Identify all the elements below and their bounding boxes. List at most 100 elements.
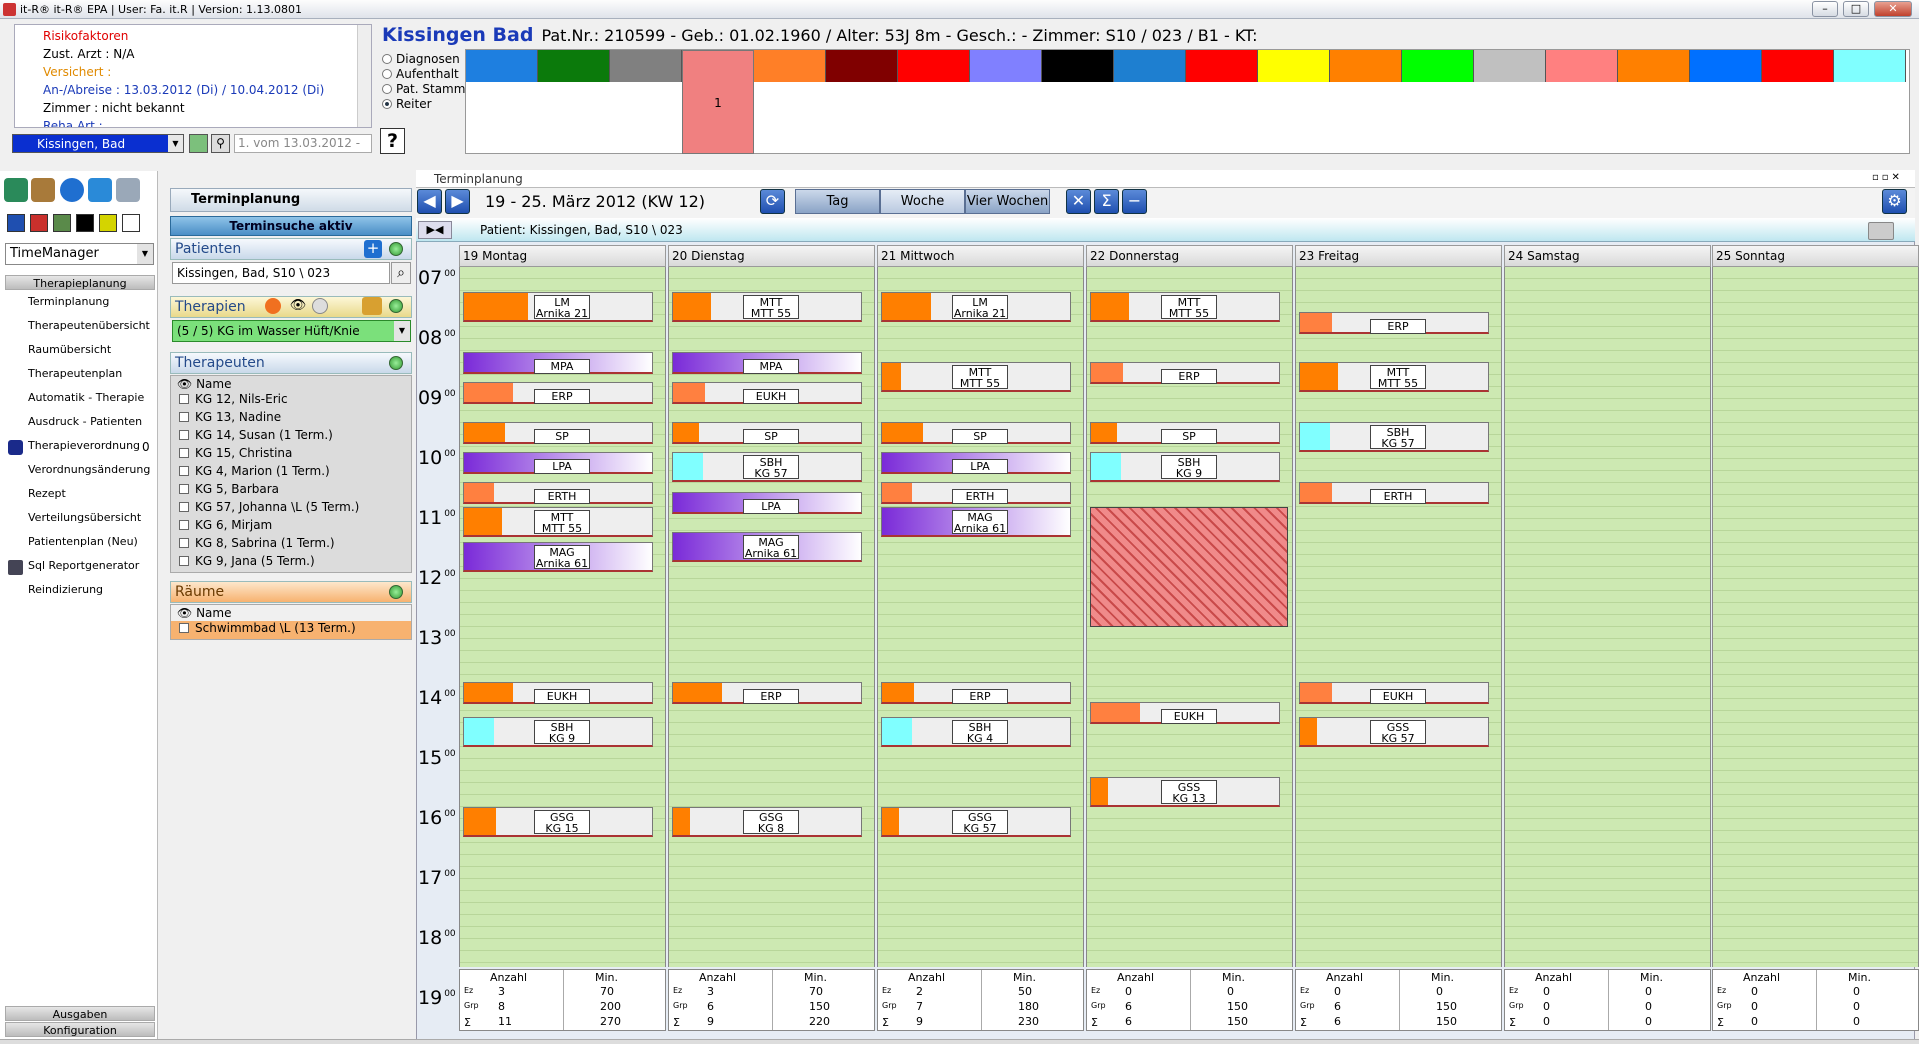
status-icon[interactable] <box>389 242 403 256</box>
chevron-down-icon[interactable]: ▼ <box>168 135 183 152</box>
color-square[interactable] <box>122 214 140 232</box>
tab-swatch[interactable] <box>1834 50 1906 82</box>
list-item[interactable]: KG 8, Sabrina (1 Term.) <box>179 536 335 550</box>
minimize-button[interactable]: – <box>1812 1 1838 17</box>
appointment[interactable]: SP <box>463 422 653 445</box>
appointment[interactable]: ERP <box>1299 311 1489 334</box>
tab-swatch[interactable] <box>1186 50 1258 82</box>
tab-swatch[interactable] <box>970 50 1042 82</box>
checkbox[interactable] <box>179 520 189 530</box>
play-icon[interactable] <box>60 178 84 202</box>
checkbox[interactable] <box>179 466 189 476</box>
day-header[interactable]: 24 Samstag <box>1504 245 1711 267</box>
tab-swatch[interactable] <box>1546 50 1618 82</box>
nav-footer-ausgaben[interactable]: Ausgaben <box>5 1006 155 1021</box>
appointment[interactable]: LM Arnika 21 <box>881 292 1071 322</box>
day-header[interactable]: 21 Mittwoch <box>877 245 1084 267</box>
exit-icon[interactable] <box>4 178 28 202</box>
nav-item[interactable]: Ausdruck - Patienten <box>28 415 143 428</box>
module-select[interactable]: TimeManager ▼ <box>5 243 154 265</box>
nav-header-therapieplanung[interactable]: Therapieplanung <box>5 275 155 290</box>
appointment[interactable]: LPA <box>672 491 862 514</box>
nav-item[interactable]: Raumübersicht <box>28 343 112 356</box>
therapists-icon[interactable] <box>362 297 382 315</box>
list-item[interactable]: KG 4, Marion (1 Term.) <box>179 464 330 478</box>
tab-swatch[interactable] <box>1618 50 1690 82</box>
appointment[interactable]: GSS KG 57 <box>1299 716 1489 747</box>
radio-diagnosen[interactable]: Diagnosen <box>382 52 460 66</box>
info-line-risk[interactable]: Risikofaktoren <box>43 29 129 43</box>
column-header-name[interactable]: 👁 Name <box>177 606 232 620</box>
status-icon[interactable] <box>389 299 403 313</box>
prev-week-button[interactable]: ◀ <box>417 189 442 214</box>
list-item[interactable]: KG 5, Barbara <box>179 482 279 496</box>
binoculars-icon[interactable]: ⚲ <box>211 134 230 153</box>
refresh-icon[interactable] <box>189 134 208 153</box>
nav-footer-konfiguration[interactable]: Konfiguration <box>5 1022 155 1037</box>
list-item[interactable]: Schwimmbad \L (13 Term.) <box>171 621 411 639</box>
appointment[interactable]: MPA <box>672 352 862 374</box>
list-item[interactable]: KG 6, Mirjam <box>179 518 272 532</box>
calendar-window-controls[interactable]: ▫▫✕ <box>1872 172 1903 183</box>
appointment[interactable]: MAG Arnika 61 <box>672 532 862 562</box>
appointment[interactable]: GSG KG 57 <box>881 806 1071 837</box>
list-item[interactable]: KG 15, Christina <box>179 446 292 460</box>
status-icon[interactable] <box>389 356 403 370</box>
appointment[interactable]: LPA <box>463 452 653 475</box>
appointment[interactable]: MPA <box>463 352 653 374</box>
radio-aufenthalt[interactable]: Aufenthalt <box>382 67 459 81</box>
nav-item[interactable]: Therapeutenplan <box>28 367 123 380</box>
next-week-button[interactable]: ▶ <box>445 189 470 214</box>
list-item[interactable]: KG 57, Johanna \L (5 Term.) <box>179 500 359 514</box>
tools-icon[interactable] <box>116 178 140 202</box>
info-scrollbar[interactable] <box>357 25 371 127</box>
search-icon[interactable]: ⌕ <box>391 262 411 284</box>
color-square[interactable] <box>99 214 117 232</box>
tab-swatch[interactable] <box>1690 50 1762 82</box>
appointment[interactable]: SBH KG 9 <box>1090 452 1280 483</box>
day-column[interactable] <box>1504 267 1711 967</box>
appointment[interactable]: ERP <box>881 682 1071 704</box>
appointment[interactable]: MAG Arnika 61 <box>881 506 1071 537</box>
appointment[interactable]: LPA <box>881 452 1071 475</box>
users-icon[interactable] <box>31 178 55 202</box>
appointment[interactable]: ERP <box>463 382 653 404</box>
view-tab-woche[interactable]: Woche <box>880 189 965 214</box>
nav-item[interactable]: Reindizierung <box>28 583 104 596</box>
appointment[interactable]: ERTH <box>881 482 1071 505</box>
color-square[interactable] <box>76 214 94 232</box>
tab-swatch[interactable] <box>1042 50 1114 82</box>
list-item[interactable]: KG 9, Jana (5 Term.) <box>179 554 315 568</box>
tab-swatch[interactable] <box>1114 50 1186 82</box>
tab-swatch[interactable] <box>754 50 826 82</box>
checkbox[interactable] <box>179 412 189 422</box>
appointment[interactable]: MTT MTT 55 <box>881 362 1071 393</box>
tab-swatch[interactable] <box>610 50 682 82</box>
color-square[interactable] <box>30 214 48 232</box>
add-icon[interactable]: + <box>364 240 382 258</box>
view-tab-tag[interactable]: Tag <box>795 189 880 214</box>
selected-tab-swatch[interactable]: 1 <box>682 50 754 154</box>
nav-item[interactable]: Therapieverordnung <box>28 439 141 452</box>
day-header[interactable]: 25 Sonntag <box>1712 245 1919 267</box>
minus-icon[interactable]: − <box>1122 189 1147 214</box>
therapy-select[interactable]: (5 / 5) KG im Wasser Hüft/Knie ▼ <box>172 320 411 342</box>
day-header[interactable]: 23 Freitag <box>1295 245 1502 267</box>
appointment[interactable]: ERTH <box>1299 482 1489 505</box>
panel-title[interactable]: Terminplanung <box>170 188 412 212</box>
list-item[interactable]: KG 13, Nadine <box>179 410 281 424</box>
appointment[interactable]: SP <box>1090 422 1280 445</box>
day-header[interactable]: 19 Montag <box>459 245 666 267</box>
appointment[interactable]: ERP <box>672 682 862 704</box>
nav-item[interactable]: Therapeutenübersicht <box>28 319 150 332</box>
checkbox[interactable] <box>179 484 189 494</box>
sum-icon[interactable]: Σ <box>1094 189 1119 214</box>
nav-item[interactable]: Terminplanung <box>28 295 110 308</box>
tab-swatch[interactable] <box>1330 50 1402 82</box>
appointment[interactable]: MAG Arnika 61 <box>463 542 653 573</box>
print-icon[interactable] <box>1868 222 1894 240</box>
tab-swatch[interactable] <box>826 50 898 82</box>
color-square[interactable] <box>7 214 25 232</box>
patient-search-input[interactable]: Kissingen, Bad, S10 \ 023 <box>172 262 390 284</box>
tab-swatch[interactable] <box>898 50 970 82</box>
